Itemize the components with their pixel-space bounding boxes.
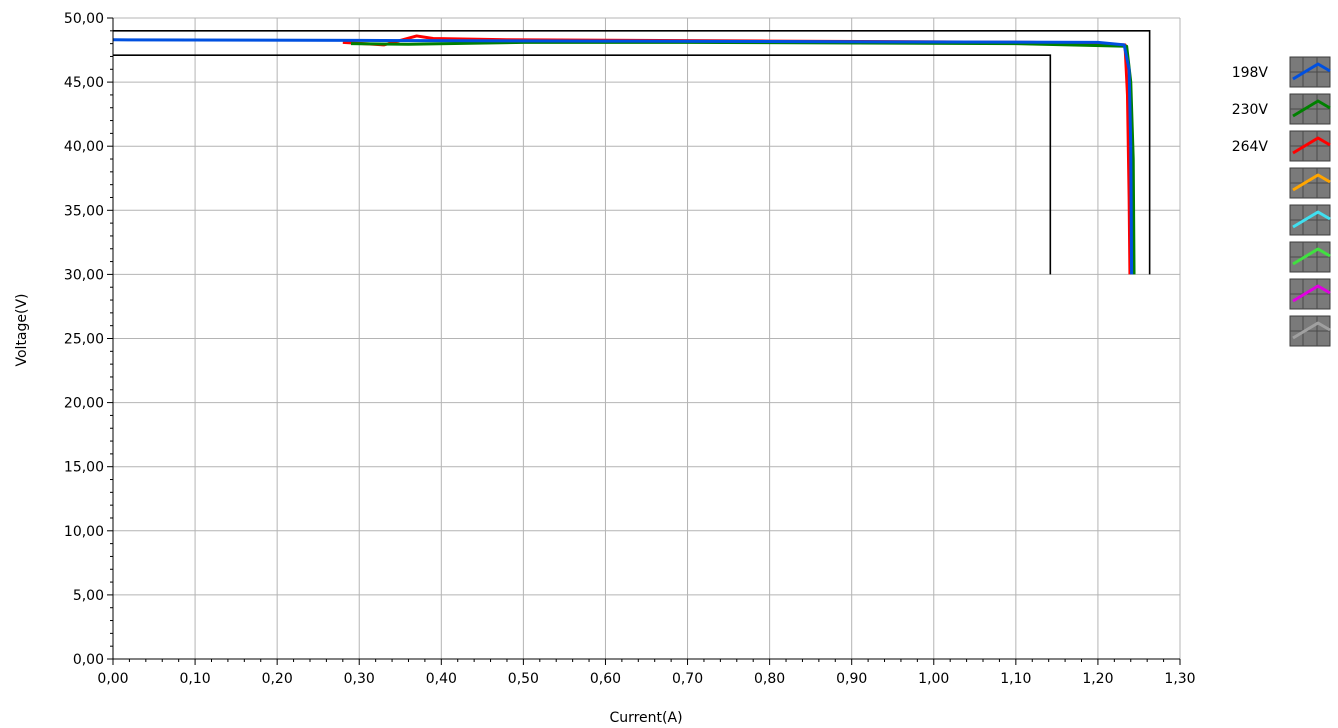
x-tick-label: 0,60: [590, 671, 621, 687]
y-tick-label: 45,00: [64, 75, 104, 91]
series-line-230V: [351, 40, 1136, 275]
x-tick-label: 0,00: [97, 671, 128, 687]
legend-label: 264V: [1232, 139, 1269, 155]
limit-line: [113, 54, 1052, 275]
x-tick-label: 0,20: [262, 671, 293, 687]
legend-line-icon: [1292, 136, 1331, 155]
limit-line: [113, 30, 1151, 275]
legend-line-icon: [1292, 247, 1331, 266]
legend-swatch[interactable]: [1289, 204, 1331, 236]
legend-swatch[interactable]: [1289, 167, 1331, 199]
legend-swatch[interactable]: [1289, 93, 1331, 125]
y-tick-label: 50,00: [64, 11, 104, 27]
tick-labels: 0,00 0,10 0,20 0,30 0,40 0,50 0,60 0,70 0,80 0,90…: [64, 11, 1196, 687]
y-tick-label: 10,00: [64, 524, 104, 540]
legend-line-icon: [1292, 321, 1331, 340]
legend-swatch[interactable]: [1289, 315, 1331, 347]
legend-line-icon: [1292, 173, 1331, 192]
x-tick-label: 1,20: [1082, 671, 1113, 687]
x-tick-label: 0,80: [754, 671, 785, 687]
y-tick-label: 15,00: [64, 460, 104, 476]
legend-line-icon: [1292, 62, 1331, 81]
x-tick-label: 0,10: [179, 671, 210, 687]
legend-line-icon: [1292, 210, 1331, 229]
x-tick-label: 0,70: [672, 671, 703, 687]
legend-swatch[interactable]: [1289, 56, 1331, 88]
legend: 198V 230V 264V: [1232, 56, 1331, 347]
legend-line-icon: [1292, 284, 1331, 303]
x-tick-label: 0,90: [836, 671, 867, 687]
series-lines: [112, 34, 1136, 275]
x-tick-label: 1,30: [1164, 671, 1195, 687]
x-axis-title: Current(A): [609, 710, 682, 726]
grid: [113, 17, 1181, 659]
y-tick-label: 20,00: [64, 396, 104, 412]
y-tick-label: 25,00: [64, 332, 104, 348]
legend-label: 198V: [1232, 65, 1269, 81]
legend-swatch[interactable]: [1289, 130, 1331, 162]
x-tick-label: 1,10: [1000, 671, 1031, 687]
x-tick-label: 0,50: [508, 671, 539, 687]
y-tick-label: 0,00: [73, 652, 104, 668]
x-tick-label: 1,00: [918, 671, 949, 687]
x-tick-label: 0,40: [426, 671, 457, 687]
y-tick-label: 35,00: [64, 203, 104, 219]
axes: [107, 17, 1181, 665]
legend-label: 230V: [1232, 102, 1269, 118]
legend-swatch[interactable]: [1289, 278, 1331, 310]
x-tick-label: 0,30: [344, 671, 375, 687]
series-line-264V: [342, 34, 1132, 275]
legend-line-icon: [1292, 99, 1331, 118]
y-tick-label: 30,00: [64, 267, 104, 283]
y-tick-label: 40,00: [64, 139, 104, 155]
legend-swatch[interactable]: [1289, 241, 1331, 273]
y-axis-title: Voltage(V): [14, 293, 30, 366]
series-line-198V: [112, 38, 1134, 275]
y-tick-label: 5,00: [73, 588, 104, 604]
limit-lines: [113, 30, 1151, 275]
